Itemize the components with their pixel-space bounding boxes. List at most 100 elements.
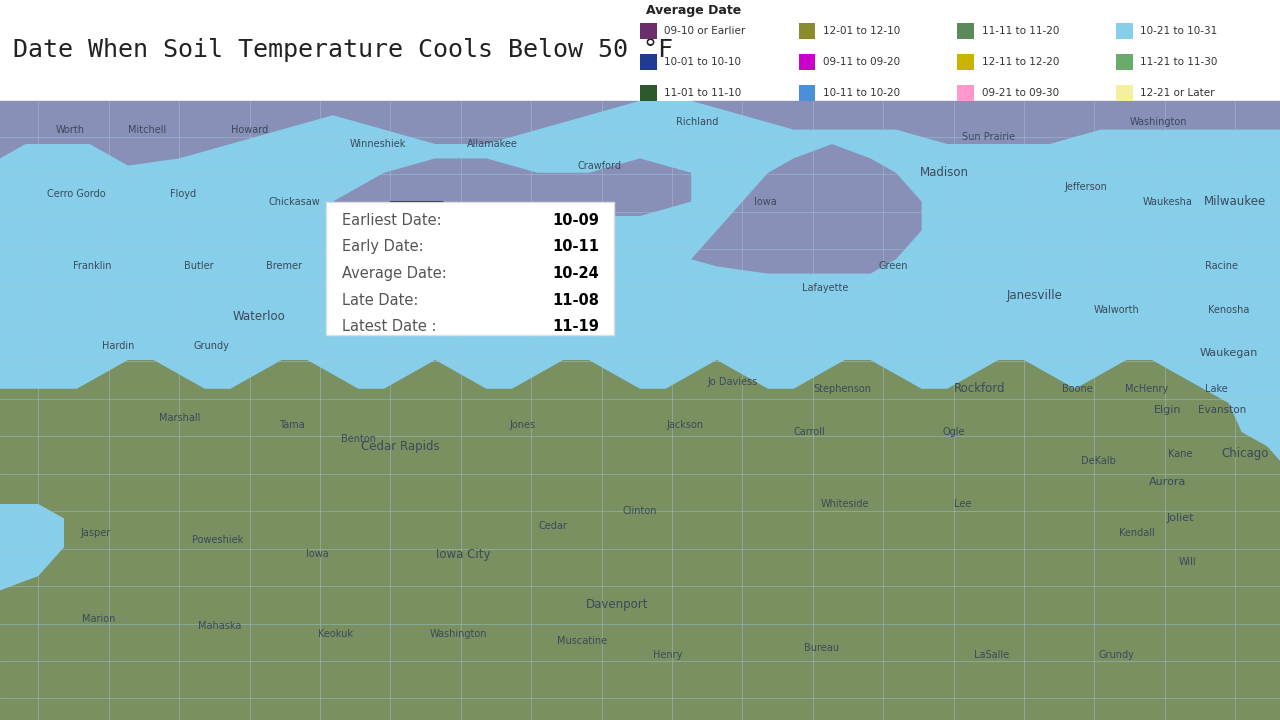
Text: 12-01 to 12-10: 12-01 to 12-10	[823, 26, 900, 36]
Text: Kenosha: Kenosha	[1208, 305, 1249, 315]
Text: Sun Prairie: Sun Prairie	[961, 132, 1015, 142]
Text: Henry: Henry	[654, 650, 682, 660]
Text: Ogle: Ogle	[942, 427, 965, 437]
FancyBboxPatch shape	[957, 85, 974, 101]
Text: 11-08: 11-08	[552, 292, 599, 307]
Polygon shape	[0, 101, 1280, 720]
Text: Butler: Butler	[183, 261, 214, 271]
Text: Iowa: Iowa	[306, 549, 329, 559]
Polygon shape	[691, 144, 922, 274]
Text: Benton: Benton	[340, 434, 376, 444]
Text: Janesville: Janesville	[1006, 289, 1062, 302]
Text: Keokuk: Keokuk	[317, 629, 353, 639]
Text: Joliet: Joliet	[1166, 513, 1194, 523]
Text: Waukesha: Waukesha	[1143, 197, 1192, 207]
Text: Waterloo: Waterloo	[232, 310, 285, 323]
Text: Date When Soil Temperature Cools Below 50 °F: Date When Soil Temperature Cools Below 5…	[13, 38, 673, 63]
Text: 10-21 to 10-31: 10-21 to 10-31	[1140, 26, 1217, 36]
Text: Kane: Kane	[1167, 449, 1193, 459]
Text: Stephenson: Stephenson	[813, 384, 872, 394]
Text: Marshall: Marshall	[159, 413, 200, 423]
Text: Grundy: Grundy	[193, 341, 229, 351]
Text: 11-21 to 11-30: 11-21 to 11-30	[1140, 57, 1217, 67]
Text: 12-21 or Later: 12-21 or Later	[1140, 88, 1215, 98]
Text: 09-11 to 09-20: 09-11 to 09-20	[823, 57, 900, 67]
Text: 12-11 to 12-20: 12-11 to 12-20	[982, 57, 1059, 67]
Text: DeKalb: DeKalb	[1080, 456, 1116, 466]
Text: Tama: Tama	[279, 420, 305, 430]
FancyBboxPatch shape	[799, 54, 815, 70]
Text: Late Date:: Late Date:	[342, 292, 428, 307]
Text: Allamakee: Allamakee	[467, 139, 518, 149]
Text: Winneshiek: Winneshiek	[349, 139, 406, 149]
FancyBboxPatch shape	[640, 85, 657, 101]
Text: Jackson: Jackson	[666, 420, 704, 430]
Text: Aurora: Aurora	[1148, 477, 1187, 487]
Text: Bureau: Bureau	[804, 643, 840, 653]
Text: Walworth: Walworth	[1093, 305, 1139, 315]
Text: Chickasaw: Chickasaw	[269, 197, 320, 207]
Text: Iowa: Iowa	[754, 197, 777, 207]
FancyBboxPatch shape	[957, 54, 974, 70]
Text: LaSalle: LaSalle	[974, 650, 1010, 660]
Polygon shape	[0, 101, 1280, 166]
Text: Grundy: Grundy	[1098, 650, 1134, 660]
Text: Cerro Gordo: Cerro Gordo	[47, 189, 106, 199]
Text: 09-21 to 09-30: 09-21 to 09-30	[982, 88, 1059, 98]
Text: Will: Will	[1179, 557, 1197, 567]
FancyBboxPatch shape	[957, 23, 974, 39]
FancyBboxPatch shape	[1116, 54, 1133, 70]
Text: McHenry: McHenry	[1125, 384, 1169, 394]
Text: Marion: Marion	[82, 614, 115, 624]
Text: Boone: Boone	[1062, 384, 1093, 394]
Text: Latest Date :: Latest Date :	[342, 319, 445, 334]
Text: Average Date: Average Date	[646, 4, 741, 17]
FancyBboxPatch shape	[1116, 23, 1133, 39]
Text: Muscatine: Muscatine	[557, 636, 608, 646]
Text: Evanston: Evanston	[1198, 405, 1247, 415]
Polygon shape	[0, 360, 1280, 720]
Text: Lafayette: Lafayette	[803, 283, 849, 293]
Text: Jones: Jones	[509, 420, 535, 430]
Text: Poweshiek: Poweshiek	[192, 535, 243, 545]
Polygon shape	[0, 504, 64, 590]
Text: Cedar Rapids: Cedar Rapids	[361, 440, 440, 453]
Text: Mahaska: Mahaska	[198, 621, 242, 631]
Text: Milwaukee: Milwaukee	[1204, 195, 1266, 208]
Text: Floyd: Floyd	[170, 189, 196, 199]
Text: Chicago: Chicago	[1221, 447, 1270, 460]
Text: Hardin: Hardin	[101, 341, 134, 351]
Text: Clinton: Clinton	[623, 506, 657, 516]
Text: Washington: Washington	[1130, 117, 1187, 127]
Text: Lee: Lee	[954, 499, 972, 509]
Text: Lake: Lake	[1204, 384, 1228, 394]
Text: Buchanan: Buchanan	[388, 312, 436, 322]
Text: 09-10 or Earlier: 09-10 or Earlier	[664, 26, 745, 36]
Text: 11-19: 11-19	[552, 319, 599, 334]
FancyBboxPatch shape	[1116, 85, 1133, 101]
Text: Green: Green	[878, 261, 909, 271]
Text: Average Date:: Average Date:	[342, 266, 456, 281]
Text: Carroll: Carroll	[794, 427, 824, 437]
Text: Franklin: Franklin	[73, 261, 111, 271]
Text: Davenport: Davenport	[586, 598, 648, 611]
Text: Whiteside: Whiteside	[820, 499, 869, 509]
Text: Iowa City: Iowa City	[436, 548, 490, 561]
FancyBboxPatch shape	[799, 85, 815, 101]
Text: 10-09: 10-09	[552, 212, 599, 228]
Polygon shape	[333, 158, 691, 216]
Text: Waukegan: Waukegan	[1199, 348, 1258, 358]
Text: Racine: Racine	[1204, 261, 1238, 271]
Text: 10-11 to 10-20: 10-11 to 10-20	[823, 88, 900, 98]
Text: Rockford: Rockford	[954, 382, 1005, 395]
Text: Fayette: Fayette	[379, 225, 415, 235]
Text: Kendall: Kendall	[1119, 528, 1155, 538]
Text: Bremer: Bremer	[266, 261, 302, 271]
Text: Madison: Madison	[920, 166, 969, 179]
Text: Jo Daviess: Jo Daviess	[707, 377, 758, 387]
Text: Cedar: Cedar	[539, 521, 567, 531]
Text: 10-11: 10-11	[552, 239, 599, 254]
Text: Mitchell: Mitchell	[128, 125, 166, 135]
Text: Howard: Howard	[230, 125, 269, 135]
FancyBboxPatch shape	[799, 23, 815, 39]
